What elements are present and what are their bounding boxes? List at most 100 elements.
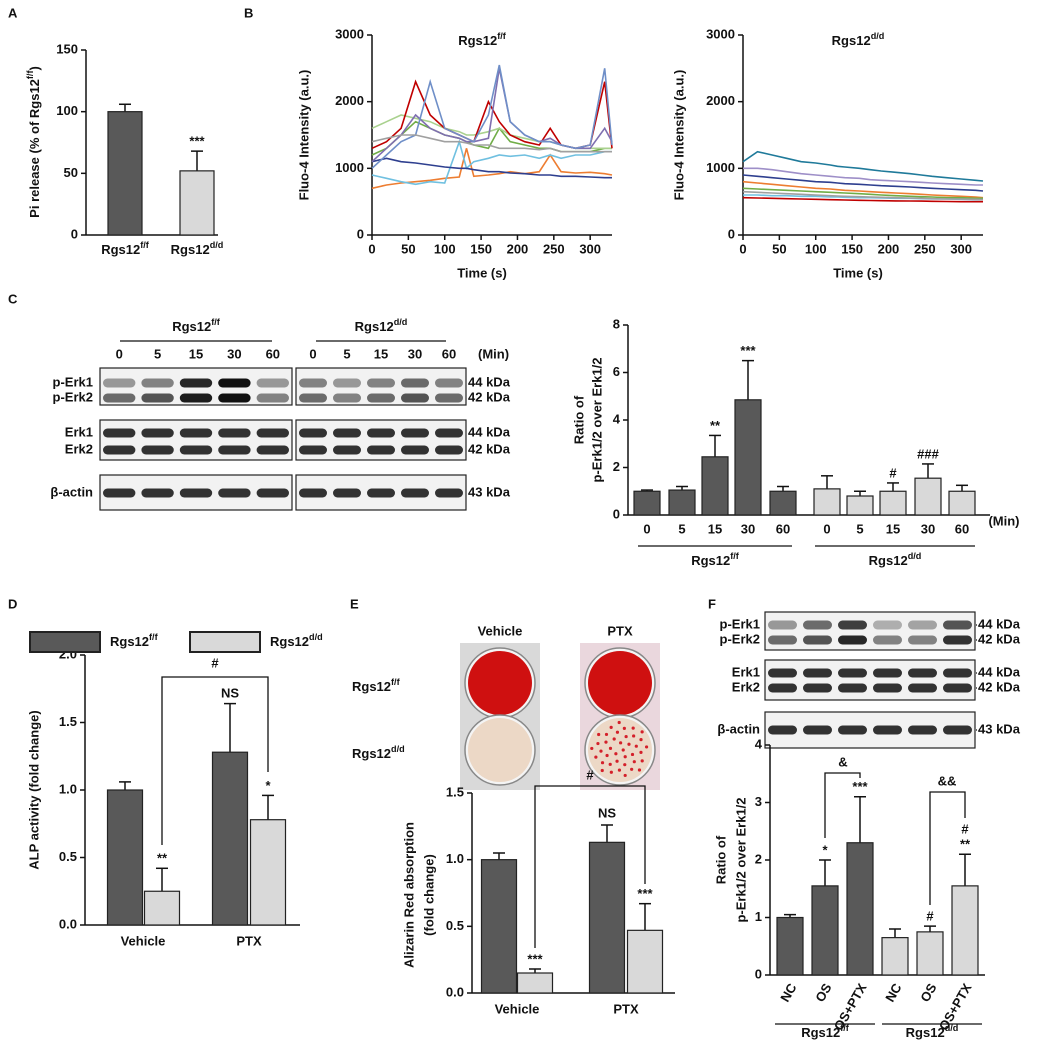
bar	[811, 885, 839, 976]
label-part: Rgs12	[355, 319, 394, 334]
bar	[211, 751, 249, 926]
stain-spot	[639, 738, 643, 742]
blot-band	[367, 428, 395, 438]
chart-title: Rgs12f/f	[458, 31, 507, 48]
blot-band	[141, 393, 174, 403]
x-tick-label: 30	[741, 521, 755, 536]
panel-letter: A	[8, 5, 18, 20]
bar	[846, 842, 874, 976]
superscript: f/f	[730, 551, 740, 561]
superscript: f/f	[391, 677, 401, 687]
bar	[516, 972, 554, 994]
stain-spot	[619, 741, 623, 745]
data-line	[371, 139, 612, 186]
x-tick-label: 150	[841, 241, 863, 256]
blot-band	[179, 428, 213, 438]
bar	[914, 477, 942, 516]
x-tick-label: 30	[921, 521, 935, 536]
blot-band	[401, 488, 429, 498]
annotation: #	[889, 465, 897, 480]
annotation: *	[822, 842, 828, 857]
blot-band	[333, 488, 361, 498]
panel-letter: D	[8, 596, 17, 611]
marker-label: 44 kDa	[978, 664, 1021, 679]
label-part: Rgs12	[869, 553, 908, 568]
bar	[701, 456, 729, 516]
marker-label: 43 kDa	[468, 484, 511, 499]
blot-band	[299, 488, 327, 498]
blot-band	[943, 635, 972, 645]
stain-spot	[617, 720, 621, 725]
blot-row-label: p-Erk1	[53, 374, 93, 389]
x-tick-label: 200	[878, 241, 900, 256]
annotation: &	[838, 754, 847, 769]
panel-letter: B	[244, 5, 253, 20]
label-part: Rgs12	[458, 33, 497, 48]
annotation: #	[211, 655, 219, 670]
superscript: f/f	[25, 70, 35, 80]
blot-band	[838, 683, 867, 693]
stain-spot	[609, 725, 613, 729]
stain-spot	[596, 741, 600, 746]
blot-band	[768, 725, 797, 735]
group-label: Rgs12f/f	[691, 551, 740, 568]
well	[468, 718, 532, 782]
blot-band	[435, 393, 463, 403]
x-tick-label: 150	[470, 241, 492, 256]
blot-lane-label: 5	[154, 346, 161, 361]
blot-band	[333, 378, 361, 388]
significance-bracket	[929, 791, 966, 905]
stain-spot	[600, 768, 604, 773]
bar	[776, 916, 804, 976]
blot-band	[103, 488, 136, 498]
blot-band	[873, 620, 902, 630]
blot-band	[256, 393, 289, 403]
blot-band	[179, 445, 213, 455]
superscript: d/d	[871, 31, 885, 41]
blot-band	[873, 725, 902, 735]
label-part: Rgs12	[101, 242, 140, 257]
panel-letter: E	[350, 596, 359, 611]
y-tick-label: 2	[613, 459, 620, 474]
y-tick-label: 50	[64, 165, 78, 180]
superscript: f/f	[211, 317, 221, 327]
blot-lane-label: 60	[266, 346, 280, 361]
stain-spot	[632, 760, 636, 764]
superscript: f/f	[840, 1023, 850, 1033]
label-part: Rgs12	[171, 242, 210, 257]
annotation: **	[157, 851, 168, 866]
marker-label: 43 kDa	[978, 721, 1021, 736]
blot-band	[256, 445, 289, 455]
stain-spot	[634, 744, 638, 748]
blot-row-label: β-actin	[717, 721, 760, 736]
y-axis-label: p-Erk1/2 over Erk1/2	[733, 797, 748, 922]
stain-spot	[590, 746, 594, 751]
superscript: f/f	[140, 240, 150, 250]
label-part: Rgs12	[352, 679, 391, 694]
superscript: f/f	[497, 31, 507, 41]
stain-spot	[622, 726, 626, 730]
blot-band	[838, 668, 867, 678]
stain-spot	[632, 734, 636, 738]
y-tick-label: 1.5	[59, 714, 77, 729]
x-tick-label: 250	[543, 241, 565, 256]
blot-row-label: p-Erk2	[53, 389, 93, 404]
blot-band	[103, 445, 136, 455]
y-tick-label: 1000	[706, 160, 735, 175]
stain-spot	[627, 742, 631, 746]
blot-lane-label: 15	[374, 346, 388, 361]
y-axis-label: p-Erk1/2 over Erk1/2	[589, 357, 604, 482]
y-tick-label: 0.5	[446, 918, 464, 933]
well	[588, 651, 652, 715]
y-axis-label: (fold change)	[421, 854, 436, 936]
stain-spot	[615, 730, 620, 734]
stain-spot	[608, 746, 613, 750]
blot-band	[435, 428, 463, 438]
annotation: #	[926, 909, 934, 924]
bar	[179, 170, 215, 236]
x-axis-label: Time (s)	[833, 265, 883, 280]
data-line	[371, 157, 612, 179]
blot-lane-label: 30	[408, 346, 422, 361]
x-unit: (Min)	[988, 513, 1019, 528]
blot-band	[256, 378, 289, 388]
